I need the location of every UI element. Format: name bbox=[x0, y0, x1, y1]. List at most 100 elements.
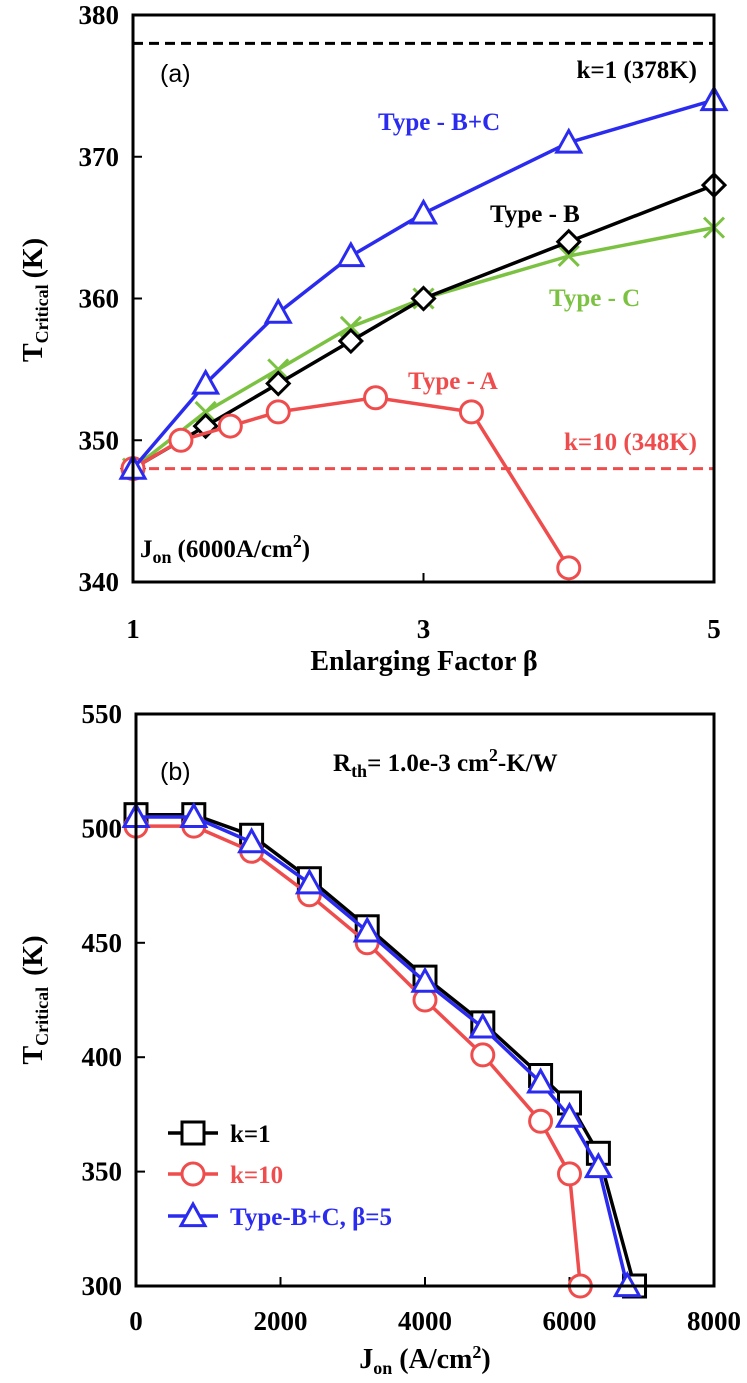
panel-b-condition-prefix: R bbox=[333, 750, 352, 777]
data-point-type-b bbox=[337, 327, 364, 355]
legend-item-k-10: k=10 bbox=[168, 1161, 283, 1189]
panel-b-x-tick-label: 6000 bbox=[543, 1306, 597, 1336]
data-point-type-c bbox=[194, 400, 217, 423]
series-label-type-bc: Type - B+C bbox=[378, 109, 500, 136]
data-point-type-b bbox=[555, 228, 582, 255]
panel-a-condition-close: ) bbox=[302, 536, 310, 563]
panel-b-xlabel-close: ) bbox=[481, 1344, 490, 1375]
legend-label: k=10 bbox=[230, 1162, 283, 1189]
panel-b-xlabel-main: J bbox=[359, 1344, 373, 1375]
panel-a-x-tick-label: 3 bbox=[417, 614, 431, 644]
series-label-type-b: Type - B bbox=[490, 201, 580, 228]
data-point-type-b-c-5 bbox=[410, 966, 440, 993]
series-type-b-c bbox=[118, 84, 729, 480]
series-label-type-c: Type - C bbox=[549, 285, 640, 312]
panel-b-xlabel-sup: 2 bbox=[472, 1342, 481, 1362]
data-point-type-b-c-5 bbox=[554, 1101, 585, 1128]
panel-b-y-tick-label: 550 bbox=[82, 699, 123, 729]
data-point-type-c bbox=[557, 244, 580, 268]
data-point-type-b-c-5 bbox=[352, 916, 382, 943]
legend-marker-type-b-c-5 bbox=[178, 1200, 208, 1228]
data-point-type-b-c-5 bbox=[583, 1151, 613, 1179]
panel-a: 340 350 360 370 380 1 3 5 (a) Enlarging Factor … bbox=[18, 0, 729, 677]
panel-b-x-tick-label: 2000 bbox=[254, 1306, 308, 1336]
panel-a-ticks: 340 350 360 370 380 1 3 5 bbox=[79, 0, 721, 644]
panel-a-x-axis-label: Enlarging Factor β bbox=[310, 646, 537, 677]
panel-b-condition-close: -K/W bbox=[498, 750, 558, 777]
data-point-type-a bbox=[168, 427, 194, 453]
panel-a-y-tick-label: 370 bbox=[79, 142, 120, 172]
panel-b-label: (b) bbox=[160, 758, 191, 786]
panel-a-x-tick-label: 1 bbox=[126, 614, 140, 644]
data-point-type-a bbox=[265, 399, 291, 425]
panel-a-x-tick-label: 5 bbox=[707, 614, 721, 644]
legend-marker-k-1 bbox=[180, 1120, 206, 1146]
panel-b-ylabel-sub: Critical bbox=[32, 987, 52, 1046]
panel-b-y-tick-label: 400 bbox=[82, 1042, 123, 1072]
panel-a-condition-sub: on bbox=[153, 547, 172, 567]
panel-b-xlabel-sub: on bbox=[373, 1358, 392, 1378]
data-point-type-b-c bbox=[336, 240, 366, 268]
data-point-type-b-c-5 bbox=[237, 827, 267, 854]
legend-item-type-b-c-5: Type-B+C, β=5 bbox=[168, 1200, 392, 1231]
panel-a-condition: Jon (6000A/cm2) bbox=[140, 531, 310, 567]
panel-b-frame bbox=[134, 712, 716, 1288]
legend-item-k-1: k=1 bbox=[168, 1120, 271, 1148]
panel-a-frame bbox=[131, 13, 716, 584]
data-point-type-b-c bbox=[554, 127, 584, 154]
data-point-type-b-c-5 bbox=[468, 1012, 498, 1039]
panel-b-x-tick-label: 8000 bbox=[687, 1306, 741, 1336]
data-point-type-a bbox=[458, 399, 484, 425]
panel-a-condition-prefix: J bbox=[140, 536, 153, 563]
data-point-k-10 bbox=[470, 1042, 496, 1068]
data-point-type-a bbox=[556, 555, 582, 581]
panel-a-label: (a) bbox=[160, 60, 191, 88]
panel-b-ylabel-main: T bbox=[18, 1046, 49, 1065]
data-point-type-b-c-5 bbox=[294, 868, 324, 895]
panel-b-ticks: 300 350 400 450 500 550 0 2000 4000 6000 8000 bbox=[82, 699, 742, 1336]
panel-a-y-tick-label: 340 bbox=[79, 567, 120, 597]
ref-label-k1: k=1 (378K) bbox=[577, 57, 698, 84]
data-point-type-b-c bbox=[191, 368, 221, 395]
data-point-type-c bbox=[267, 358, 290, 381]
data-point-type-a bbox=[363, 385, 389, 411]
data-point-type-b-c bbox=[263, 297, 293, 324]
data-point-k-10 bbox=[528, 1108, 554, 1134]
panel-b-ylabel-unit: (K) bbox=[18, 935, 49, 982]
panel-a-y-tick-label: 350 bbox=[79, 425, 120, 455]
panel-b-x-tick-label: 4000 bbox=[398, 1306, 452, 1336]
panel-b-y-tick-label: 300 bbox=[82, 1271, 123, 1301]
panel-b-series bbox=[121, 801, 648, 1299]
data-point-type-b-c-5 bbox=[179, 801, 209, 829]
panel-a-condition-value: (6000A/cm bbox=[178, 536, 293, 563]
data-point-type-b-c-5 bbox=[526, 1067, 556, 1094]
panel-b-y-tick-label: 500 bbox=[82, 813, 123, 843]
data-point-type-c bbox=[339, 315, 362, 338]
panel-b-x-tick-label: 0 bbox=[129, 1306, 143, 1336]
panel-a-ylabel-main: T bbox=[18, 343, 49, 362]
panel-b-xlabel-unit: (A/cm bbox=[392, 1344, 472, 1375]
data-point-type-b bbox=[265, 370, 292, 397]
series-line-k-10 bbox=[136, 824, 583, 1287]
legend-label: Type-B+C, β=5 bbox=[230, 1204, 392, 1231]
panel-b-condition-value: = 1.0e-3 cm bbox=[367, 750, 489, 777]
panel-b-y-tick-label: 350 bbox=[82, 1157, 123, 1187]
panel-a-ylabel-unit: (K) bbox=[18, 238, 49, 278]
panel-a-y-axis-label: TCritical (K) bbox=[18, 238, 52, 362]
panel-b-condition: Rth= 1.0e-3 cm2-K/W bbox=[333, 745, 558, 781]
data-point-type-b-c bbox=[408, 198, 439, 225]
panel-b-y-tick-label: 450 bbox=[82, 928, 123, 958]
panel-b-legend: k=1 k=10 Type-B+C, β=5 bbox=[168, 1120, 392, 1231]
panel-b-condition-sub: th bbox=[351, 761, 367, 781]
panel-a-ylabel-sub: Critical bbox=[32, 284, 52, 343]
panel-a-y-tick-label: 380 bbox=[79, 0, 120, 30]
data-point-type-b bbox=[410, 285, 437, 312]
data-point-k-10 bbox=[557, 1161, 582, 1187]
series-label-type-a: Type - A bbox=[408, 368, 498, 395]
panel-b-condition-sup: 2 bbox=[489, 745, 498, 765]
data-point-type-a bbox=[217, 413, 243, 439]
panel-b-x-axis-label: Jon (A/cm2) bbox=[359, 1342, 490, 1378]
panel-b-y-axis-label: TCritical (K) bbox=[18, 935, 52, 1064]
